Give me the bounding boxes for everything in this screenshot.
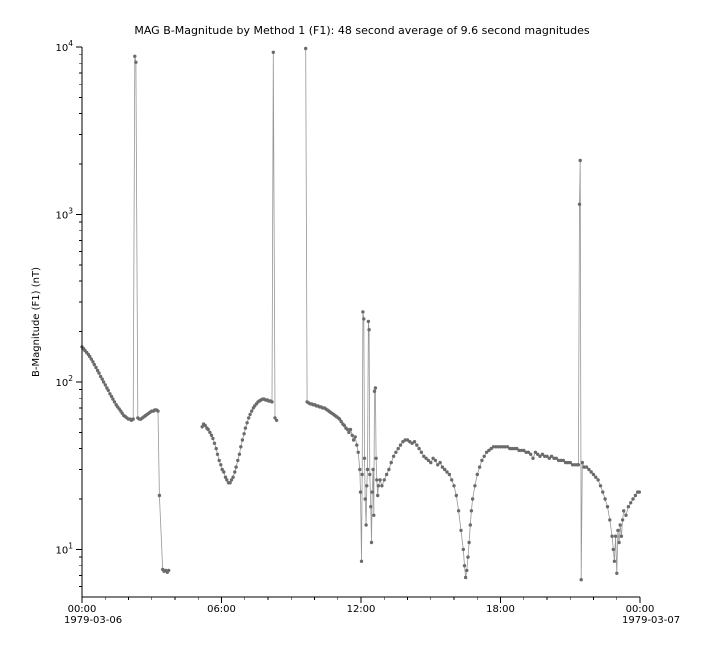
svg-text:06:00: 06:00 xyxy=(207,604,236,615)
x-axis-date-left: 1979-03-06 xyxy=(64,615,123,626)
svg-text:00:00: 00:00 xyxy=(626,604,655,615)
svg-text:101: 101 xyxy=(55,541,73,556)
svg-text:104: 104 xyxy=(55,39,73,54)
chart-title: MAG B-Magnitude by Method 1 (F1): 48 sec… xyxy=(134,24,590,37)
svg-text:102: 102 xyxy=(55,374,73,389)
svg-text:00:00: 00:00 xyxy=(68,604,97,615)
svg-text:18:00: 18:00 xyxy=(486,604,515,615)
x-axis-date-right: 1979-03-07 xyxy=(622,615,681,626)
svg-text:103: 103 xyxy=(55,206,73,221)
svg-text:12:00: 12:00 xyxy=(347,604,376,615)
